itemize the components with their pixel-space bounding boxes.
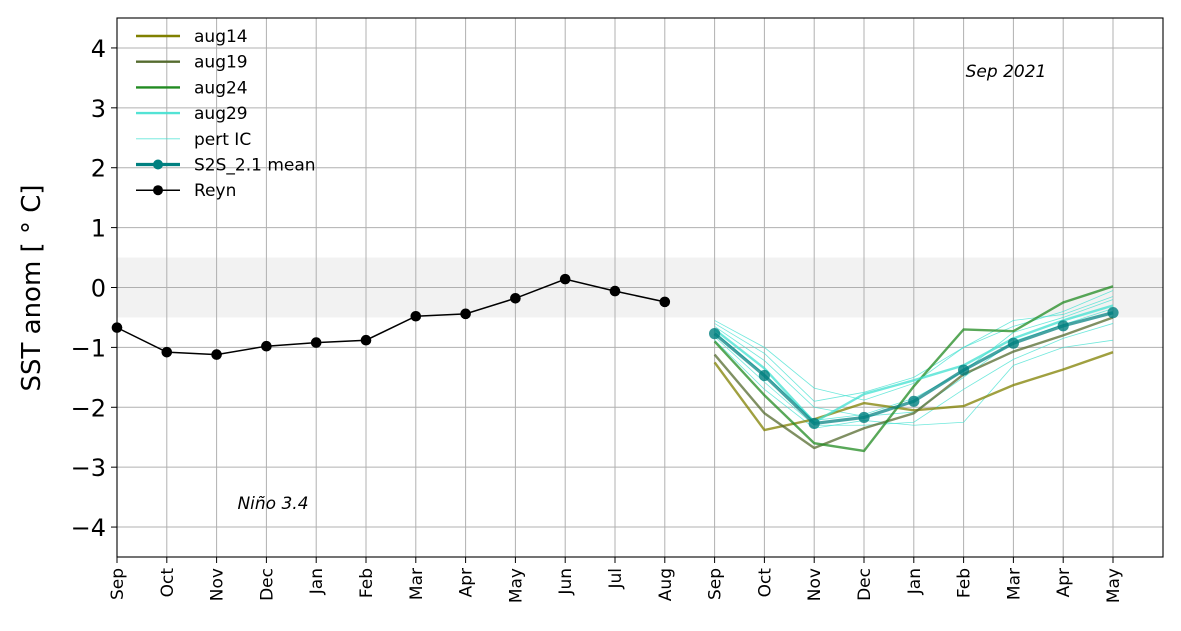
- x-tick-label: Oct: [158, 568, 178, 598]
- reyn-point: [659, 296, 671, 308]
- s2s-mean-point: [1007, 337, 1020, 349]
- y-tick-label: 3: [91, 95, 106, 123]
- x-tick-label: May: [1104, 568, 1124, 603]
- x-tick-label: Jul: [606, 568, 626, 590]
- s2s-mean-point: [958, 364, 970, 376]
- reyn-point: [609, 285, 621, 297]
- x-tick-label: May: [506, 568, 526, 603]
- x-tick-label: Oct: [755, 568, 775, 598]
- y-tick-label: −3: [71, 454, 106, 482]
- annotation-date: Sep 2021: [966, 62, 1047, 82]
- s2s-mean-point: [858, 411, 870, 424]
- reyn-point: [261, 340, 272, 352]
- x-tick-label: Nov: [208, 568, 228, 601]
- x-tick-label: Mar: [407, 568, 427, 600]
- aug14-line: [713, 351, 1114, 432]
- pert-ic-line-5: [714, 339, 1114, 429]
- series-lines: [111, 273, 1119, 453]
- y-tick-label: 4: [91, 35, 106, 63]
- pert-ic-line-6: [714, 290, 1114, 402]
- x-tick-label: Jan: [307, 568, 327, 595]
- grid: [116, 18, 1163, 557]
- x-tick-label: Apr: [1054, 568, 1074, 597]
- reyn-point: [310, 337, 322, 348]
- y-tick-label: −4: [71, 514, 106, 542]
- x-tick-label: Dec: [855, 568, 875, 601]
- legend-label: aug24: [194, 78, 248, 98]
- s2s-mean-point: [1107, 307, 1119, 319]
- x-axis-ticks: Sep Oct Nov Dec Jan Feb Mar Apr May Jun Jul Aug Sep O…: [108, 557, 1124, 603]
- reyn-point: [360, 334, 372, 346]
- legend: aug14 aug19 aug24 aug29 pert IC S2S_2.1 mean R…: [136, 27, 316, 201]
- x-tick-label: Jan: [905, 568, 925, 595]
- y-axis-ticks: 4 3 2 1 0 −1 −2 −3 −4: [71, 35, 117, 542]
- s2s-mean-point: [808, 417, 820, 430]
- x-tick-label: Sep: [108, 568, 128, 600]
- x-tick-label: Jun: [556, 568, 576, 596]
- x-tick-label: Aug: [656, 568, 676, 601]
- reyn-point: [161, 346, 173, 358]
- aug19-line: [713, 316, 1114, 450]
- s2s-mean-point: [1057, 320, 1069, 332]
- s2s-mean-point: [758, 369, 771, 382]
- y-tick-label: −2: [71, 394, 106, 422]
- legend-label: aug29: [194, 104, 248, 124]
- y-tick-label: 0: [91, 275, 106, 303]
- legend-label: aug19: [194, 53, 248, 73]
- legend-label: Reyn: [194, 181, 236, 201]
- s2s-mean-point: [908, 395, 920, 407]
- reyn-point: [460, 308, 471, 320]
- s2s-mean-point: [709, 328, 721, 340]
- y-tick-label: 2: [91, 155, 106, 183]
- legend-marker: [153, 185, 163, 196]
- y-axis-label: SST anom [ ° C]: [17, 184, 47, 391]
- reyn-line: [116, 278, 665, 356]
- x-tick-label: Mar: [1004, 568, 1024, 600]
- y-tick-label: 1: [91, 215, 106, 243]
- legend-marker: [153, 159, 163, 170]
- legend-label: S2S_2.1 mean: [194, 156, 316, 176]
- legend-label: aug14: [194, 27, 248, 47]
- x-tick-label: Apr: [457, 568, 477, 597]
- x-tick-label: Dec: [257, 568, 277, 601]
- y-tick-label: −1: [71, 334, 106, 362]
- pert-ic-line-4: [714, 323, 1114, 426]
- reyn-point: [559, 273, 571, 285]
- x-tick-label: Feb: [955, 568, 975, 598]
- reyn-point: [410, 310, 422, 322]
- annotation-region: Niño 3.4: [237, 494, 308, 514]
- aug29-line: [713, 304, 1114, 424]
- x-tick-label: Nov: [805, 568, 825, 601]
- reyn-point: [211, 349, 222, 360]
- reyn-point: [510, 292, 521, 304]
- x-tick-label: Feb: [357, 568, 377, 598]
- x-tick-label: Sep: [706, 568, 726, 600]
- aug24-line: [713, 285, 1114, 453]
- plot-frame: [116, 17, 1164, 558]
- legend-label: pert IC: [194, 130, 251, 150]
